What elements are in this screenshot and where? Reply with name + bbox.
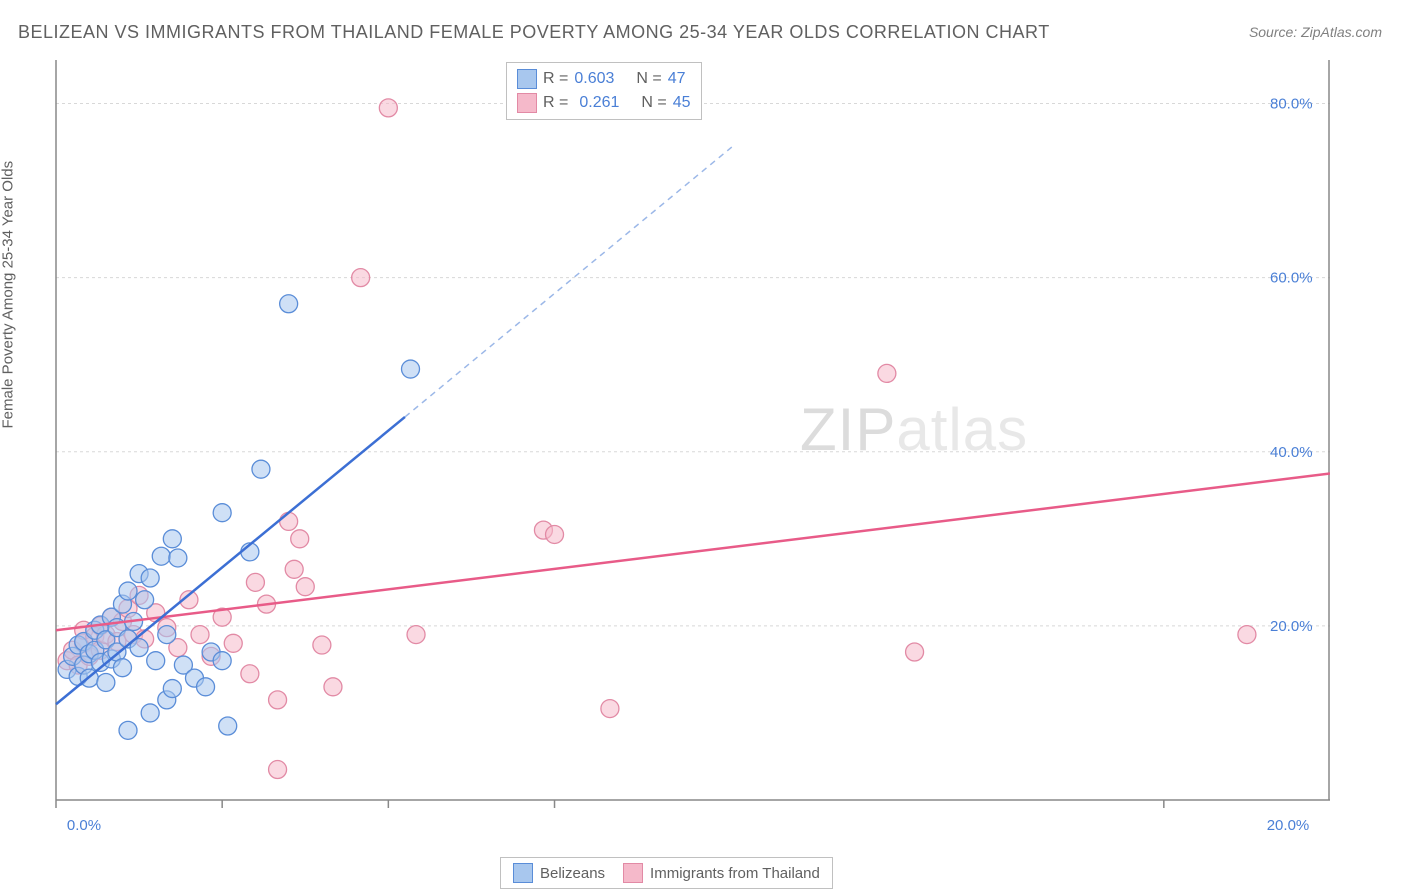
svg-text:80.0%: 80.0% bbox=[1270, 96, 1313, 113]
legend-row-belizeans: R = 0.603 N = 47 bbox=[517, 67, 691, 91]
y-axis-label: Female Poverty Among 25-34 Year Olds bbox=[0, 161, 17, 429]
scatter-plot: 20.0% 40.0% 60.0% 80.0% 0.0% 20.0% bbox=[50, 60, 1330, 830]
svg-text:60.0%: 60.0% bbox=[1270, 270, 1313, 287]
legend-item-belizeans: Belizeans bbox=[513, 863, 605, 883]
svg-text:20.0%: 20.0% bbox=[1270, 618, 1313, 635]
swatch-blue bbox=[517, 69, 537, 89]
legend-row-thailand: R = 0.261 N = 45 bbox=[517, 91, 691, 115]
swatch-pink bbox=[623, 863, 643, 883]
swatch-blue bbox=[513, 863, 533, 883]
legend-series: Belizeans Immigrants from Thailand bbox=[500, 857, 833, 889]
source-attribution: Source: ZipAtlas.com bbox=[1249, 24, 1382, 40]
legend-correlation: R = 0.603 N = 47 R = 0.261 N = 45 bbox=[506, 62, 702, 120]
legend-item-thailand: Immigrants from Thailand bbox=[623, 863, 820, 883]
swatch-pink bbox=[517, 93, 537, 113]
svg-text:20.0%: 20.0% bbox=[1267, 817, 1310, 830]
chart-area: 20.0% 40.0% 60.0% 80.0% 0.0% 20.0% bbox=[50, 60, 1330, 830]
svg-text:40.0%: 40.0% bbox=[1270, 444, 1313, 461]
svg-text:0.0%: 0.0% bbox=[67, 817, 101, 830]
chart-title: BELIZEAN VS IMMIGRANTS FROM THAILAND FEM… bbox=[18, 22, 1050, 43]
